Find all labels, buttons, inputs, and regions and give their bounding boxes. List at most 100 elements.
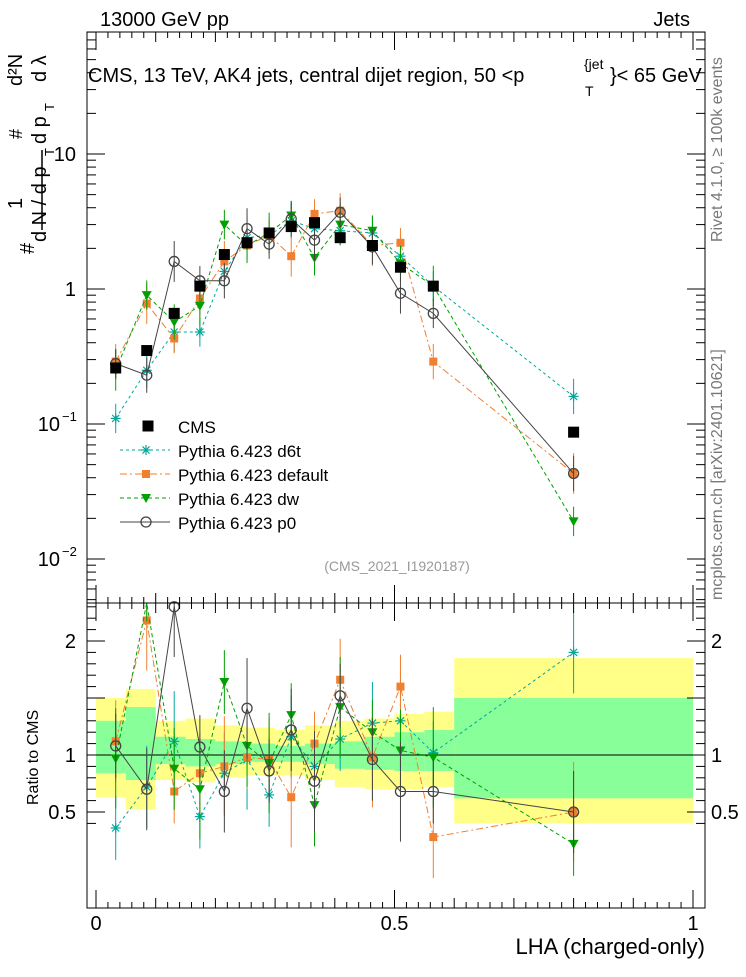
header-left: 13000 GeV pp: [100, 9, 229, 31]
ratio-point: [169, 764, 180, 774]
series-point: [168, 255, 180, 268]
series-point: [429, 357, 438, 366]
series-point: [169, 317, 180, 327]
cms-point: [141, 345, 153, 357]
series-point: [194, 327, 205, 338]
y-tick-label: 10: [38, 549, 60, 571]
ratio-point: [568, 647, 579, 658]
cms-point: [285, 221, 297, 233]
series-point: [568, 391, 579, 402]
plot-title-sup: {jet: [584, 56, 604, 72]
cms-point: [194, 280, 206, 292]
y-tick-exponent: −2: [62, 544, 77, 559]
ratio-y-tick-label: 1: [65, 745, 76, 767]
ratio-point: [334, 690, 346, 702]
ratio-y-tick-label: 0.5: [48, 802, 76, 824]
legend-marker: [141, 445, 151, 455]
x-axis-label: LHA (charged-only): [515, 934, 705, 959]
ratio-point: [567, 806, 580, 818]
ratio-point: [427, 785, 439, 798]
series-point: [427, 307, 439, 320]
cms-point: [394, 261, 406, 273]
svg-text:d λ: d λ: [29, 55, 51, 82]
ratio-band-inner: [424, 729, 455, 771]
ratio-point: [219, 678, 230, 688]
series-point: [241, 222, 253, 235]
ratio-band-inner: [185, 739, 216, 767]
watermark: (CMS_2021_I1920187): [324, 558, 470, 574]
series-point: [194, 301, 205, 311]
ratio-y-tick-label-right: 2: [711, 631, 722, 653]
cms-point: [427, 280, 439, 292]
plot-title: CMS, 13 TeV, AK4 jets, central dijet reg…: [88, 65, 524, 87]
ratio-y-tick-label-right: 1: [711, 745, 722, 767]
y-tick-label: 1: [65, 279, 76, 301]
mcplots-label: mcplots.cern.ch [arXiv:2401.10621]: [709, 349, 726, 600]
ratio-point: [287, 793, 296, 802]
legend-marker-cms: [142, 420, 154, 432]
x-tick-label: 0.5: [381, 913, 409, 935]
cms-point: [334, 232, 346, 244]
series-point: [141, 291, 152, 301]
ratio-line-1: [115, 620, 574, 838]
plot-title-sub: T: [585, 83, 594, 99]
ratio-point: [308, 775, 321, 787]
rivet-label: Rivet 4.1.0, ≥ 100k events: [709, 57, 726, 242]
series-layer: [110, 193, 580, 879]
plot-title-end: }< 65 GeV: [610, 65, 702, 87]
ratio-point: [141, 783, 153, 795]
legend-label: Pythia 6.423 p0: [178, 514, 296, 533]
cms-point: [241, 237, 253, 249]
svg-text:T: T: [42, 103, 57, 111]
series-point: [141, 369, 153, 381]
cms-point: [366, 240, 378, 252]
ratio-point: [241, 702, 253, 714]
svg-text:1: 1: [5, 198, 27, 209]
legend-label: Pythia 6.423 default: [178, 466, 329, 485]
ratio-point: [428, 753, 439, 763]
svg-text:d²N: d²N: [5, 54, 27, 86]
ratio-y-label: Ratio to CMS: [25, 710, 42, 805]
series-point: [219, 220, 230, 230]
legend: CMS Pythia 6.423 d6t Pythia 6.423 default P…: [120, 418, 329, 533]
svg-text:T: T: [42, 148, 57, 156]
series-point: [334, 206, 346, 218]
series-line-2: [115, 214, 575, 522]
cms-point: [568, 426, 580, 438]
series-point: [308, 234, 321, 246]
series-point: [218, 275, 231, 287]
ratio-point: [285, 724, 297, 736]
ratio-point: [429, 833, 438, 842]
series-point: [310, 209, 319, 218]
svg-text:d N / d p: d N / d p: [29, 166, 51, 242]
series-point: [568, 517, 579, 527]
header-right: Jets: [653, 9, 690, 31]
cms-point: [218, 249, 230, 261]
svg-text:d p: d p: [29, 116, 51, 144]
svg-text:#: #: [6, 129, 26, 139]
ratio-point: [110, 740, 122, 752]
series-point: [110, 413, 121, 424]
ratio-point: [366, 753, 379, 766]
ratio-band-inner: [275, 745, 305, 762]
ratio-point: [218, 785, 231, 798]
y-tick-exponent: −1: [62, 409, 77, 424]
ratio-point: [194, 741, 206, 753]
cms-point: [263, 227, 275, 239]
y-tick-label: 10: [54, 144, 76, 166]
ratio-band-inner: [215, 741, 246, 765]
ratio-point: [394, 785, 407, 798]
x-tick-label: 0: [90, 913, 101, 935]
series-point: [567, 467, 580, 480]
ratio-point: [110, 822, 121, 833]
series-point: [220, 257, 229, 266]
y-tick-label: 10: [38, 414, 60, 436]
cms-point: [168, 307, 180, 319]
legend-marker: [142, 470, 150, 478]
ratio-line-2: [115, 602, 574, 845]
ratio-point: [396, 682, 405, 691]
legend-label: CMS: [178, 418, 216, 437]
cms-point: [309, 217, 321, 229]
cms-point: [110, 362, 122, 374]
